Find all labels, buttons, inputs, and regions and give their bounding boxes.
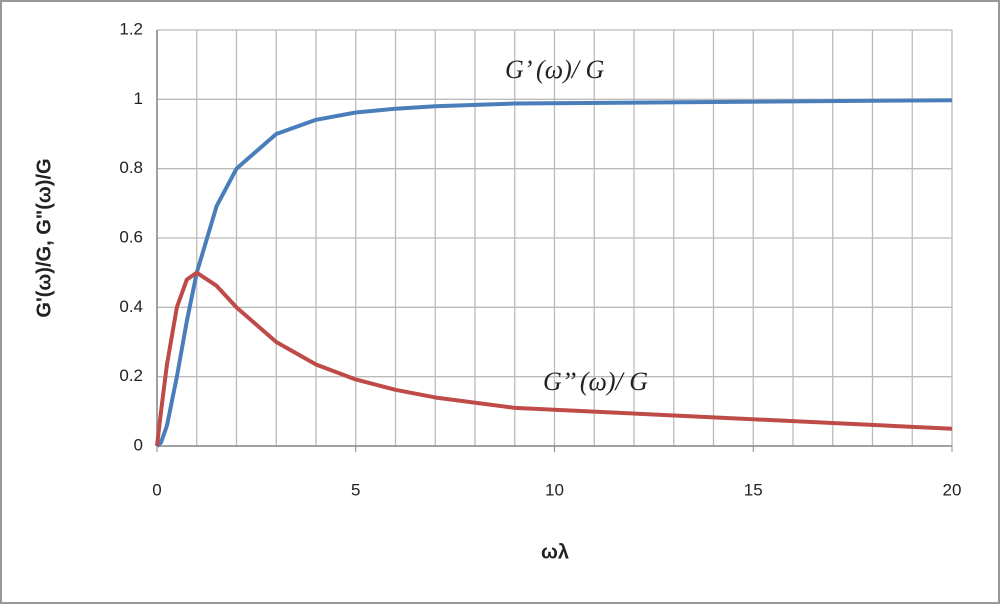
x-tick-label: 15 bbox=[744, 480, 763, 499]
series-line bbox=[155, 98, 953, 448]
x-tick-label: 0 bbox=[152, 480, 161, 499]
x-tick-label: 10 bbox=[545, 480, 564, 499]
y-tick-label: 0 bbox=[134, 435, 143, 454]
y-axis-label: G'(ω)/G, G"(ω)/G bbox=[33, 158, 55, 317]
x-tick-label: 5 bbox=[351, 480, 360, 499]
y-tick-label: 0.4 bbox=[119, 297, 143, 316]
annotation: G’’ (ω)/ G bbox=[543, 367, 648, 396]
x-tick-label: 20 bbox=[943, 480, 962, 499]
y-tick-label: 0.8 bbox=[119, 158, 143, 177]
annotation: G’ (ω)/ G bbox=[505, 55, 604, 84]
y-tick-label: 0.2 bbox=[119, 366, 143, 385]
y-tick-label: 1.2 bbox=[119, 19, 143, 38]
series-line bbox=[155, 270, 953, 447]
y-tick-label: 0.6 bbox=[119, 227, 143, 246]
y-tick-label: 1 bbox=[134, 89, 143, 108]
x-axis-label: ωλ bbox=[541, 541, 569, 563]
